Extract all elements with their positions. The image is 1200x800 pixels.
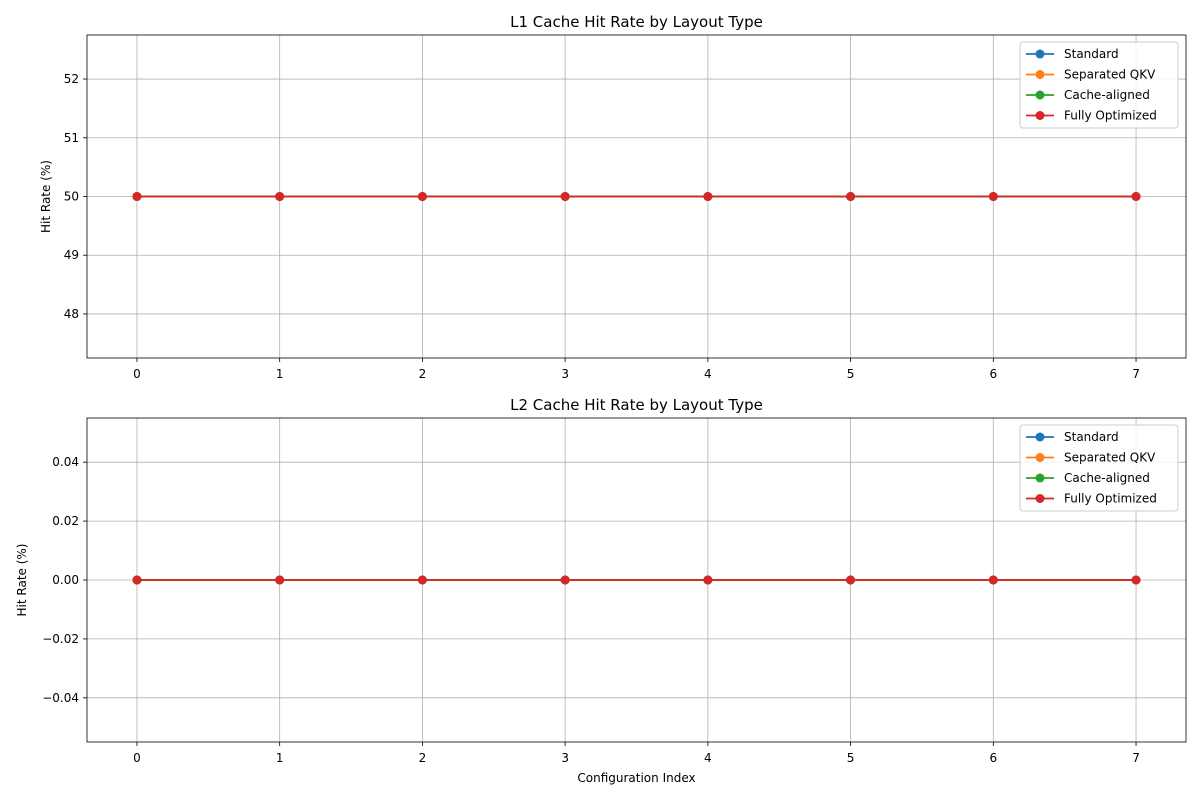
legend-entry: Standard xyxy=(1026,47,1119,61)
y-tick-label: 51 xyxy=(64,131,79,145)
legend-marker xyxy=(1035,111,1045,120)
data-point xyxy=(417,192,427,201)
x-tick-label: 4 xyxy=(704,367,712,381)
legend-marker xyxy=(1035,49,1045,59)
y-tick-label: 49 xyxy=(64,248,79,262)
x-tick-label: 3 xyxy=(561,367,569,381)
legend-box xyxy=(1019,41,1179,129)
legend: Standard Separated QKV Cache-aligned Fully … xyxy=(1019,424,1179,512)
chart-title: L2 Cache Hit Rate by Layout Type xyxy=(510,396,763,414)
y-tick-label: 0.04 xyxy=(52,455,79,469)
data-point xyxy=(1131,192,1141,201)
data-point xyxy=(988,575,998,585)
y-tick-label: 50 xyxy=(64,190,79,204)
legend-entry: Standard xyxy=(1026,430,1119,444)
data-point xyxy=(275,192,285,201)
data-point xyxy=(560,575,570,585)
data-point xyxy=(703,192,713,201)
data-point xyxy=(275,575,285,585)
legend-marker xyxy=(1035,432,1045,442)
y-tick-label: 0.00 xyxy=(52,573,79,587)
legend-entry: Fully Optimized xyxy=(1026,492,1157,506)
subplot-2: 0 1 2 3 4 5 6 7 −0.04 −0.02 0.00 0.02 0.04 L2 Cache H… xyxy=(15,396,1187,785)
x-tick-label: 1 xyxy=(276,367,284,381)
data-point xyxy=(1131,575,1141,585)
x-tick-label: 7 xyxy=(1132,367,1140,381)
y-tick-label: −0.02 xyxy=(42,632,79,646)
legend-marker xyxy=(1035,494,1045,503)
legend-label: Separated QKV xyxy=(1064,68,1156,82)
legend: Standard Separated QKV Cache-aligned Fully … xyxy=(1019,41,1179,129)
legend-label: Separated QKV xyxy=(1064,451,1156,465)
y-tick-label: 0.02 xyxy=(52,514,79,528)
legend-entry: Cache-aligned xyxy=(1026,88,1150,102)
x-tick-label: 4 xyxy=(704,751,712,765)
legend-label: Standard xyxy=(1064,47,1119,61)
x-tick-label: 0 xyxy=(133,367,141,381)
x-axis-ticks: 0 1 2 3 4 5 6 7 xyxy=(133,742,1140,765)
data-point xyxy=(846,192,856,201)
legend-entry: Cache-aligned xyxy=(1026,471,1150,485)
legend-box xyxy=(1019,424,1179,512)
data-point xyxy=(846,575,856,585)
data-point xyxy=(988,192,998,201)
x-tick-label: 1 xyxy=(276,751,284,765)
series-fully-optimized xyxy=(132,575,1141,585)
x-tick-label: 0 xyxy=(133,751,141,765)
y-tick-label: −0.04 xyxy=(42,691,79,705)
legend-entry: Separated QKV xyxy=(1026,451,1156,465)
legend-label: Standard xyxy=(1064,430,1119,444)
y-tick-label: 52 xyxy=(64,72,79,86)
y-axis-label: Hit Rate (%) xyxy=(39,160,53,233)
y-axis-label: Hit Rate (%) xyxy=(15,544,29,617)
x-axis-ticks: 0 1 2 3 4 5 6 7 xyxy=(133,358,1140,381)
x-tick-label: 6 xyxy=(989,367,997,381)
legend-marker xyxy=(1035,473,1045,483)
data-point xyxy=(132,575,142,585)
legend-label: Fully Optimized xyxy=(1064,492,1157,506)
y-axis-ticks: −0.04 −0.02 0.00 0.02 0.04 xyxy=(42,455,87,705)
subplot-1: 0 1 2 3 4 5 6 7 48 49 50 51 52 L1 Cache Hit Rate by L… xyxy=(39,13,1187,381)
data-point xyxy=(560,192,570,201)
legend-label: Cache-aligned xyxy=(1064,88,1150,102)
x-tick-label: 6 xyxy=(989,751,997,765)
series-fully-optimized xyxy=(132,192,1141,201)
y-axis-ticks: 48 49 50 51 52 xyxy=(64,72,87,321)
legend-entry: Fully Optimized xyxy=(1026,109,1157,123)
x-tick-label: 5 xyxy=(847,367,855,381)
y-tick-label: 48 xyxy=(64,307,79,321)
x-axis-label: Configuration Index xyxy=(577,771,695,785)
legend-entry: Separated QKV xyxy=(1026,68,1156,82)
chart-title: L1 Cache Hit Rate by Layout Type xyxy=(510,13,763,31)
data-point xyxy=(417,575,427,585)
legend-label: Fully Optimized xyxy=(1064,109,1157,123)
data-point xyxy=(703,575,713,585)
x-tick-label: 7 xyxy=(1132,751,1140,765)
x-tick-label: 5 xyxy=(847,751,855,765)
legend-marker xyxy=(1035,453,1045,462)
x-tick-label: 2 xyxy=(419,751,427,765)
x-tick-label: 2 xyxy=(419,367,427,381)
data-point xyxy=(132,192,142,201)
legend-marker xyxy=(1035,90,1045,100)
legend-marker xyxy=(1035,70,1045,79)
legend-label: Cache-aligned xyxy=(1064,471,1150,485)
x-tick-label: 3 xyxy=(561,751,569,765)
